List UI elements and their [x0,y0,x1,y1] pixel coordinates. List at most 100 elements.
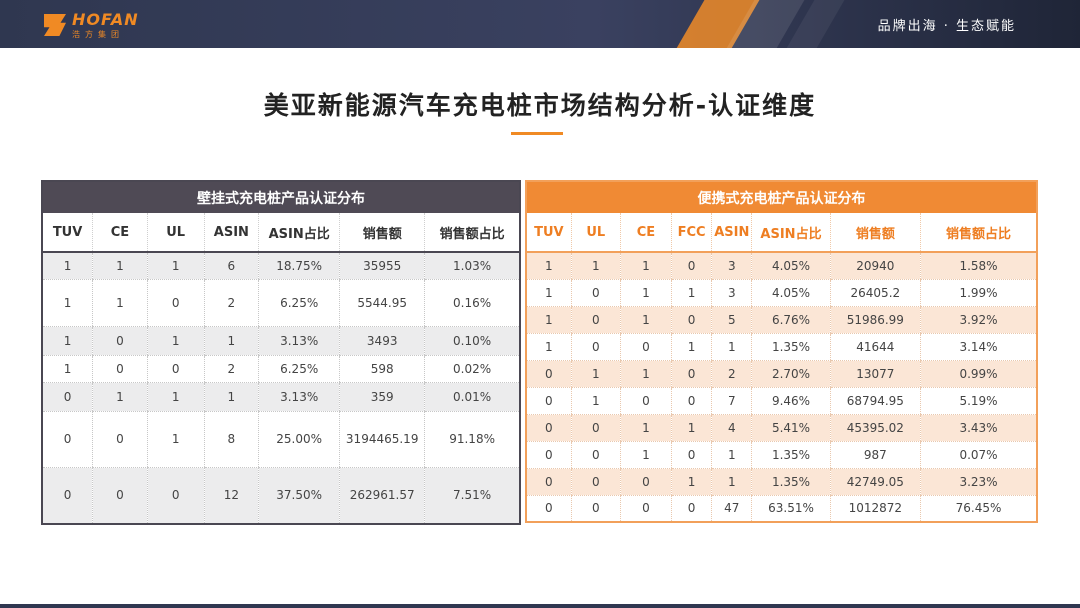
table-cell: 3.43% [920,414,1037,442]
table-cell: 51986.99 [829,306,921,334]
table-row: 0 0 1 1 4 5.41% 45395.02 3.43% [526,414,1037,442]
table-cell: 0 [570,306,621,334]
table-cell: 0.10% [424,326,520,356]
table-cell: 0 [146,279,204,327]
table-cell: 1 [92,252,148,280]
table-cell: 1 [570,360,621,388]
table-cell: 5 [711,306,752,334]
table-row: 1 0 1 1 3.13% 3493 0.10% [42,326,520,356]
table-cell: 0 [570,414,621,442]
logo-mark-icon [44,14,66,36]
table-row: 1 0 1 1 3 4.05% 26405.2 1.99% [526,279,1037,307]
table-cell: 1.35% [751,441,831,469]
table-cell: 0 [570,495,621,523]
table-cell: 0 [619,387,672,415]
table-cell: 1.58% [920,252,1037,280]
table-cell: 18.75% [258,252,340,280]
column-header: ASIN占比 [258,213,340,253]
table-cell: 0 [570,333,621,361]
table-cell: 1 [526,279,572,307]
table-cell: 598 [339,355,425,383]
title-underline [511,132,563,135]
table-cell: 987 [829,441,921,469]
table-cell: 0 [671,252,712,280]
column-header: CE [92,213,148,253]
table-cell: 1 [146,252,204,280]
table-cell: 12 [203,467,259,525]
table-cell: 1.03% [424,252,520,280]
table-cell: 5.41% [751,414,831,442]
table-cell: 0.02% [424,355,520,383]
table-cell: 6 [203,252,259,280]
table-cell: 2.70% [751,360,831,388]
table-cell: 1 [92,279,148,327]
table-cell: 3.14% [920,333,1037,361]
table-cell: 4.05% [751,279,831,307]
table-cell: 0 [671,387,712,415]
table-cell: 0 [42,467,93,525]
table-cell: 1.35% [751,333,831,361]
table-cell: 0 [92,411,148,468]
table-cell: 0 [526,414,572,442]
table-cell: 7.51% [424,467,520,525]
table-cell: 63.51% [751,495,831,523]
column-header: UL [146,213,204,253]
table-cell: 45395.02 [829,414,921,442]
table-row: 1 0 1 0 5 6.76% 51986.99 3.92% [526,306,1037,334]
top-banner: HOFAN 浩方集团 品牌出海 · 生态赋能 [0,0,1080,48]
table-cell: 3.13% [258,382,340,412]
table-cell: 76.45% [920,495,1037,523]
table-row: 0 1 1 1 3.13% 359 0.01% [42,382,520,412]
table-row: 0 1 0 0 7 9.46% 68794.95 5.19% [526,387,1037,415]
slogan: 品牌出海 · 生态赋能 [877,19,1016,34]
table-cell: 0.16% [424,279,520,327]
table-cell: 6.25% [258,279,340,327]
table-cell: 1 [671,279,712,307]
table-cell: 0 [526,441,572,469]
table-cell: 0 [526,360,572,388]
table-row: 1 0 0 2 6.25% 598 0.02% [42,355,520,383]
table-cell: 1 [619,252,672,280]
column-header: UL [570,213,621,253]
table-cell: 359 [339,382,425,412]
table-cell: 0 [42,411,93,468]
table-cell: 35955 [339,252,425,280]
table-row: 1 1 1 6 18.75% 35955 1.03% [42,252,520,280]
table-cell: 3194465.19 [339,411,425,468]
table-cell: 42749.05 [829,468,921,496]
table-cell: 1 [619,279,672,307]
table-cell: 0.01% [424,382,520,412]
table-cell: 3 [711,252,752,280]
table-cell: 3493 [339,326,425,356]
table-cell: 0 [671,306,712,334]
table-cell: 26405.2 [829,279,921,307]
table-cell: 0 [671,360,712,388]
table-cell: 6.25% [258,355,340,383]
table-cell: 1 [570,252,621,280]
table-cell: 25.00% [258,411,340,468]
table-cell: 0 [92,326,148,356]
table-cell: 0 [570,468,621,496]
table-cell: 5.19% [920,387,1037,415]
table-cell: 0 [92,467,148,525]
table-cell: 13077 [829,360,921,388]
table-row: 1 1 1 0 3 4.05% 20940 1.58% [526,252,1037,280]
column-header: CE [619,213,672,253]
logo-name: HOFAN [72,9,139,29]
table-cell: 1 [671,414,712,442]
column-header: ASIN [203,213,259,253]
table-cell: 1 [526,333,572,361]
table-row: 1 1 0 2 6.25% 5544.95 0.16% [42,279,520,327]
table-cell: 1 [42,326,93,356]
table-cell: 0 [526,468,572,496]
table-row: 0 0 1 0 1 1.35% 987 0.07% [526,441,1037,469]
table-cell: 1 [711,333,752,361]
table-cell: 41644 [829,333,921,361]
column-header: 销售额占比 [424,213,520,253]
table-cell: 0 [526,387,572,415]
table-cell: 0.07% [920,441,1037,469]
table-cell: 1.35% [751,468,831,496]
column-header: ASIN占比 [751,213,831,253]
table-cell: 0 [146,467,204,525]
table-cell: 1 [203,326,259,356]
